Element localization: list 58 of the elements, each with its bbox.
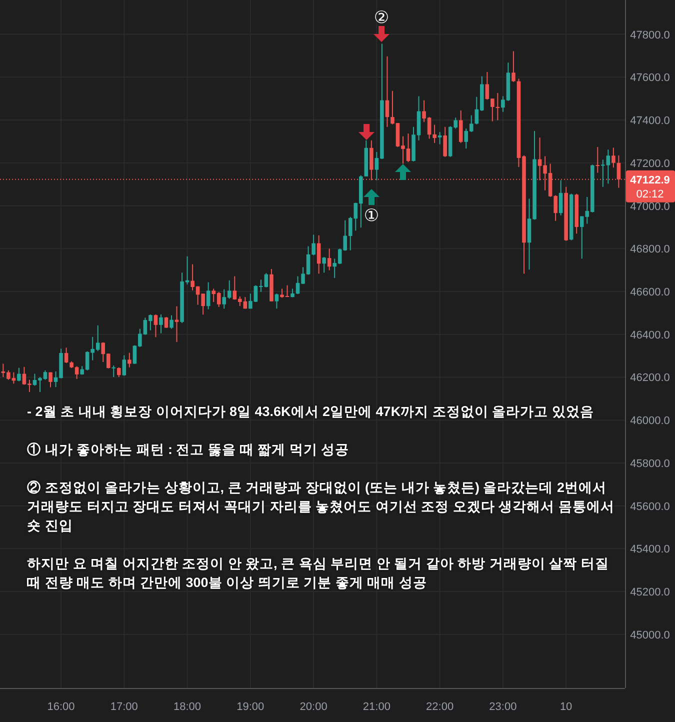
y-tick-label: 47200.0 (630, 158, 670, 170)
ref-line-label: 47122.9 (630, 174, 670, 186)
candlestick (48, 372, 52, 388)
x-tick-label: 10 (560, 701, 572, 713)
y-tick-label: 47400.0 (630, 115, 670, 128)
candlestick (128, 352, 132, 368)
x-tick-label: 21:00 (362, 701, 390, 713)
candlestick (154, 314, 158, 338)
y-tick-label: 46000.0 (630, 415, 670, 428)
candlestick (312, 234, 316, 256)
y-tick-label: 45400.0 (630, 544, 670, 556)
candlestick (385, 56, 390, 128)
candlestick (596, 146, 600, 174)
annotation: ① (364, 206, 380, 226)
candlestick (274, 293, 279, 310)
annotation: ② (374, 8, 390, 28)
x-tick-label: 19:00 (236, 701, 264, 713)
candlestick (112, 364, 116, 378)
candlestick (443, 126, 447, 158)
y-tick-label: 46800.0 (630, 244, 670, 256)
x-tick-label: 16:00 (47, 701, 75, 713)
y-tick-label: 45600.0 (630, 500, 670, 513)
text: 02:12 (636, 188, 664, 200)
candlestick (458, 110, 463, 144)
y-tick-label: 46400.0 (630, 329, 670, 342)
candlestick (322, 256, 326, 274)
candlestick (612, 147, 616, 168)
y-tick-label: 47000.0 (630, 200, 670, 213)
annotation: ② 조정없이 올라가는 상황이고, 큰 거래량과 장대없이 (또는 내가 놓쳤든) 올라갔는데 2번에서 거래량도 터지고 장대도 터져서 꼭대기 자리를 놓쳤어도 여기선 조정 오겠다 생각해서 몸통에서 숏 진입 (27, 479, 616, 535)
y-tick-label: 47800.0 (630, 29, 670, 42)
candlestick (327, 248, 332, 271)
candlestick (170, 314, 174, 330)
candlestick (432, 124, 436, 144)
annotation: - 2월 초 내내 횡보장 이어지다가 8일 43.6K에서 2일만에 47K까지 조정없이 올라가고 있었음 (27, 403, 595, 421)
y-tick-label: 45200.0 (630, 586, 670, 599)
annotation: ① 내가 좋아하는 패턴 : 전고 뚫을 때 짧게 먹기 성공 (27, 441, 350, 459)
y-tick-label: 45000.0 (630, 629, 670, 642)
candlestick (159, 314, 163, 334)
y-tick-label: 47600.0 (630, 72, 670, 84)
candlestick (512, 50, 516, 82)
x-tick-label: 20:00 (300, 701, 328, 713)
x-tick-label: 22:00 (426, 701, 454, 713)
candlestick (117, 366, 121, 378)
candlestick (64, 347, 68, 364)
candlestick (558, 180, 563, 216)
x-tick-label: 18:00 (174, 701, 202, 713)
candlestick (122, 354, 126, 376)
annotation: 하지만 요 며칠 어지간한 조정이 안 왔고, 큰 욕심 부리면 안 될거 같아 하방 거래량이 살짝 터질 때 전량 매도 하며 간만에 300불 이상 띄기로 기분 좋게 매매 성공 (27, 555, 610, 592)
y-tick-label: 46200.0 (630, 372, 670, 384)
y-tick-label: 46600.0 (630, 286, 670, 298)
y-tick-label: 45800.0 (630, 458, 670, 470)
candlestick (164, 316, 168, 328)
x-tick-label: 17:00 (110, 701, 138, 713)
candlestick (206, 282, 210, 310)
candlestick (438, 132, 442, 145)
candlestick (316, 234, 321, 274)
candlestick (17, 367, 21, 382)
x-tick-label: 23:00 (489, 701, 517, 713)
